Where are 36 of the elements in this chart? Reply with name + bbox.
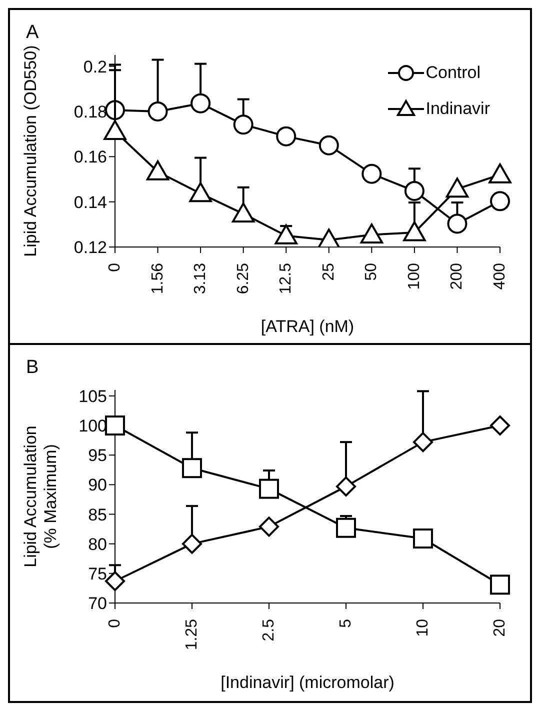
- chart-title: A: [26, 22, 39, 44]
- x-tick-label: 200: [448, 262, 466, 290]
- x-tick-label: 10: [414, 618, 432, 637]
- y-tick-label: 0.16: [74, 148, 107, 167]
- y-tick-label: 70: [88, 594, 107, 614]
- y-tick-label: 0.18: [74, 102, 107, 122]
- y-tick-label: 0.2: [83, 57, 107, 76]
- y-tick-label: 90: [88, 476, 107, 495]
- x-tick-label: 5: [338, 618, 354, 628]
- x-tick-label: 12.5: [278, 262, 295, 294]
- x-tick-label: 20: [492, 618, 508, 637]
- x-tick-label: 2.5: [260, 618, 278, 642]
- legend-label: Control: [426, 63, 481, 83]
- x-tick-label: 1.56: [149, 262, 166, 294]
- y-tick-label: 85: [88, 505, 107, 524]
- x-tick-label: 1.25: [184, 618, 200, 650]
- x-tick-label: 0: [106, 262, 124, 272]
- y-tick-label: 0.14: [74, 192, 107, 212]
- y-tick-label: 95: [88, 446, 107, 466]
- chart-title: B: [26, 357, 39, 379]
- x-tick-label: 50: [363, 262, 380, 281]
- x-tick-label: 3.13: [192, 262, 210, 294]
- y-tick-label: 0.12: [74, 238, 107, 258]
- y-tick-label: 105: [78, 386, 107, 406]
- y-tick-label: 75: [88, 564, 107, 584]
- x-axis-title: [ATRA] (nM): [260, 317, 354, 336]
- y-tick-label: 80: [88, 534, 107, 554]
- x-axis-title: [Indinavir] (micromolar): [220, 673, 394, 692]
- x-tick-label: 6.25: [234, 262, 252, 294]
- x-tick-label: 0: [106, 618, 124, 628]
- y-axis-title: Lipid Accumulation (% Maximum): [21, 426, 60, 568]
- x-tick-label: 100: [406, 262, 423, 290]
- legend-label: Indinavir: [426, 99, 490, 119]
- x-tick-label: 25: [320, 262, 338, 281]
- y-axis-title: Lipid Accumulation (OD550): [21, 45, 40, 257]
- x-tick-label: 400: [492, 262, 508, 290]
